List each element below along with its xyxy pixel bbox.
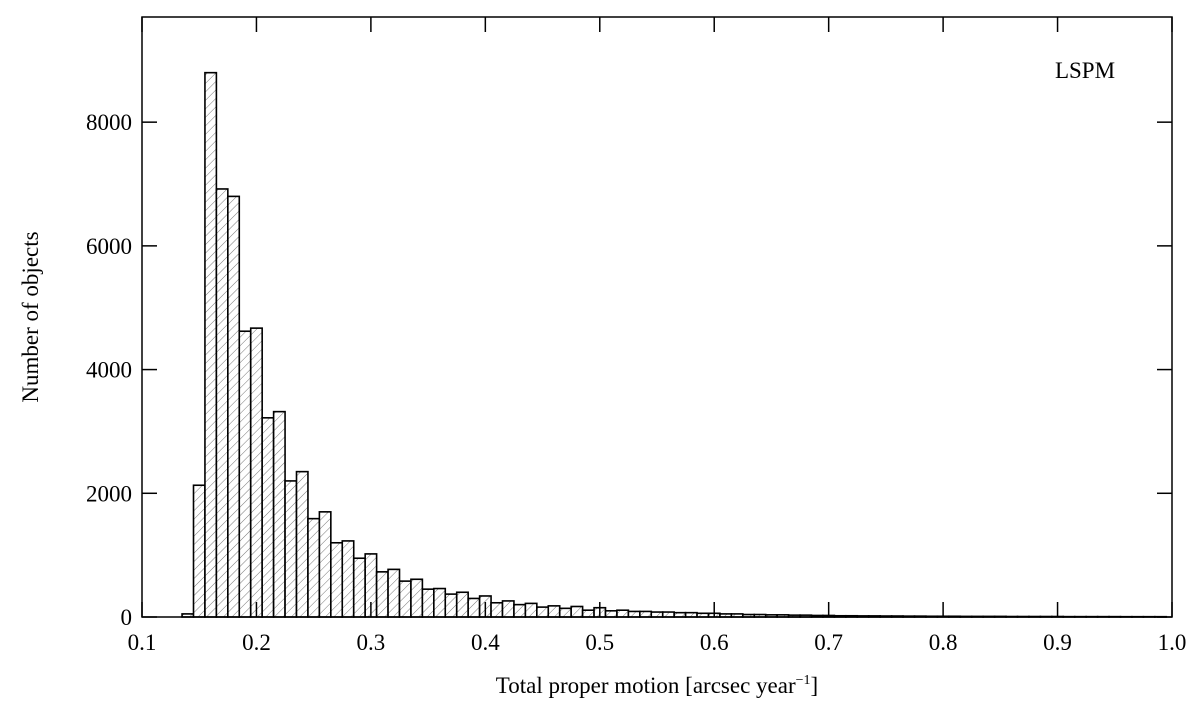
histogram-bar: [215, 188, 229, 618]
histogram-bar: [375, 571, 389, 618]
histogram-bar: [513, 603, 527, 618]
x-label-end: ]: [811, 673, 819, 698]
histogram-bar: [536, 606, 550, 618]
histogram-bar: [581, 609, 595, 618]
x-tick-label: 0.7: [814, 630, 843, 655]
histogram-bar: [455, 591, 469, 618]
x-label-sup: −1: [796, 673, 811, 688]
histogram-bar: [627, 610, 641, 618]
histogram-bar: [433, 587, 447, 618]
histogram-bar: [639, 610, 653, 618]
histogram-bar: [604, 610, 618, 618]
y-tick-label: 8000: [86, 110, 132, 135]
x-tick-label: 0.3: [357, 630, 386, 655]
histogram-bar: [387, 568, 401, 618]
histogram-bar: [318, 511, 332, 618]
histogram-bar: [227, 195, 241, 618]
annotation: LSPM: [1055, 58, 1115, 83]
x-tick-label: 0.5: [585, 630, 614, 655]
x-tick-label: 0.4: [471, 630, 500, 655]
histogram-bar: [467, 597, 481, 618]
histogram-bar: [501, 600, 515, 618]
histogram-bar: [272, 410, 286, 618]
plot-frame: [141, 16, 1173, 618]
histogram-bar: [284, 480, 298, 618]
histogram-bar: [352, 557, 366, 618]
histogram-bar: [398, 580, 412, 618]
histogram-bar: [524, 602, 538, 618]
x-tick-label: 0.2: [242, 630, 271, 655]
histogram-bar: [410, 578, 424, 618]
histogram-bar: [421, 588, 435, 618]
histogram-bar: [238, 330, 252, 618]
histogram-bar: [490, 601, 504, 618]
x-axis-label: Total proper motion [arcsec year−1]: [496, 673, 818, 698]
x-label-main: Total proper motion [arcsec year: [496, 673, 796, 698]
histogram-bar: [547, 605, 561, 618]
histogram-bar: [341, 540, 355, 618]
histogram-bar: [616, 609, 630, 618]
x-tick-label: 1.0: [1158, 630, 1187, 655]
y-axis-label: Number of objects: [18, 231, 43, 402]
histogram-bar: [444, 593, 458, 618]
histogram-bar: [261, 417, 275, 618]
histogram-bar: [295, 470, 309, 618]
histogram-bar: [307, 517, 321, 618]
histogram-bar: [330, 541, 344, 618]
y-tick-label: 4000: [86, 358, 132, 383]
histogram-bar: [570, 605, 584, 618]
histogram-bar: [204, 71, 218, 618]
histogram-bar: [249, 327, 263, 618]
x-tick-label: 0.9: [1043, 630, 1072, 655]
histogram-bar: [558, 607, 572, 618]
x-tick-label: 0.8: [929, 630, 958, 655]
y-tick-label: 2000: [86, 481, 132, 506]
x-tick-label: 0.6: [700, 630, 729, 655]
y-tick-label: 0: [121, 605, 133, 630]
histogram-bar: [192, 484, 206, 618]
y-tick-label: 6000: [86, 234, 132, 259]
x-tick-label: 0.1: [128, 630, 157, 655]
